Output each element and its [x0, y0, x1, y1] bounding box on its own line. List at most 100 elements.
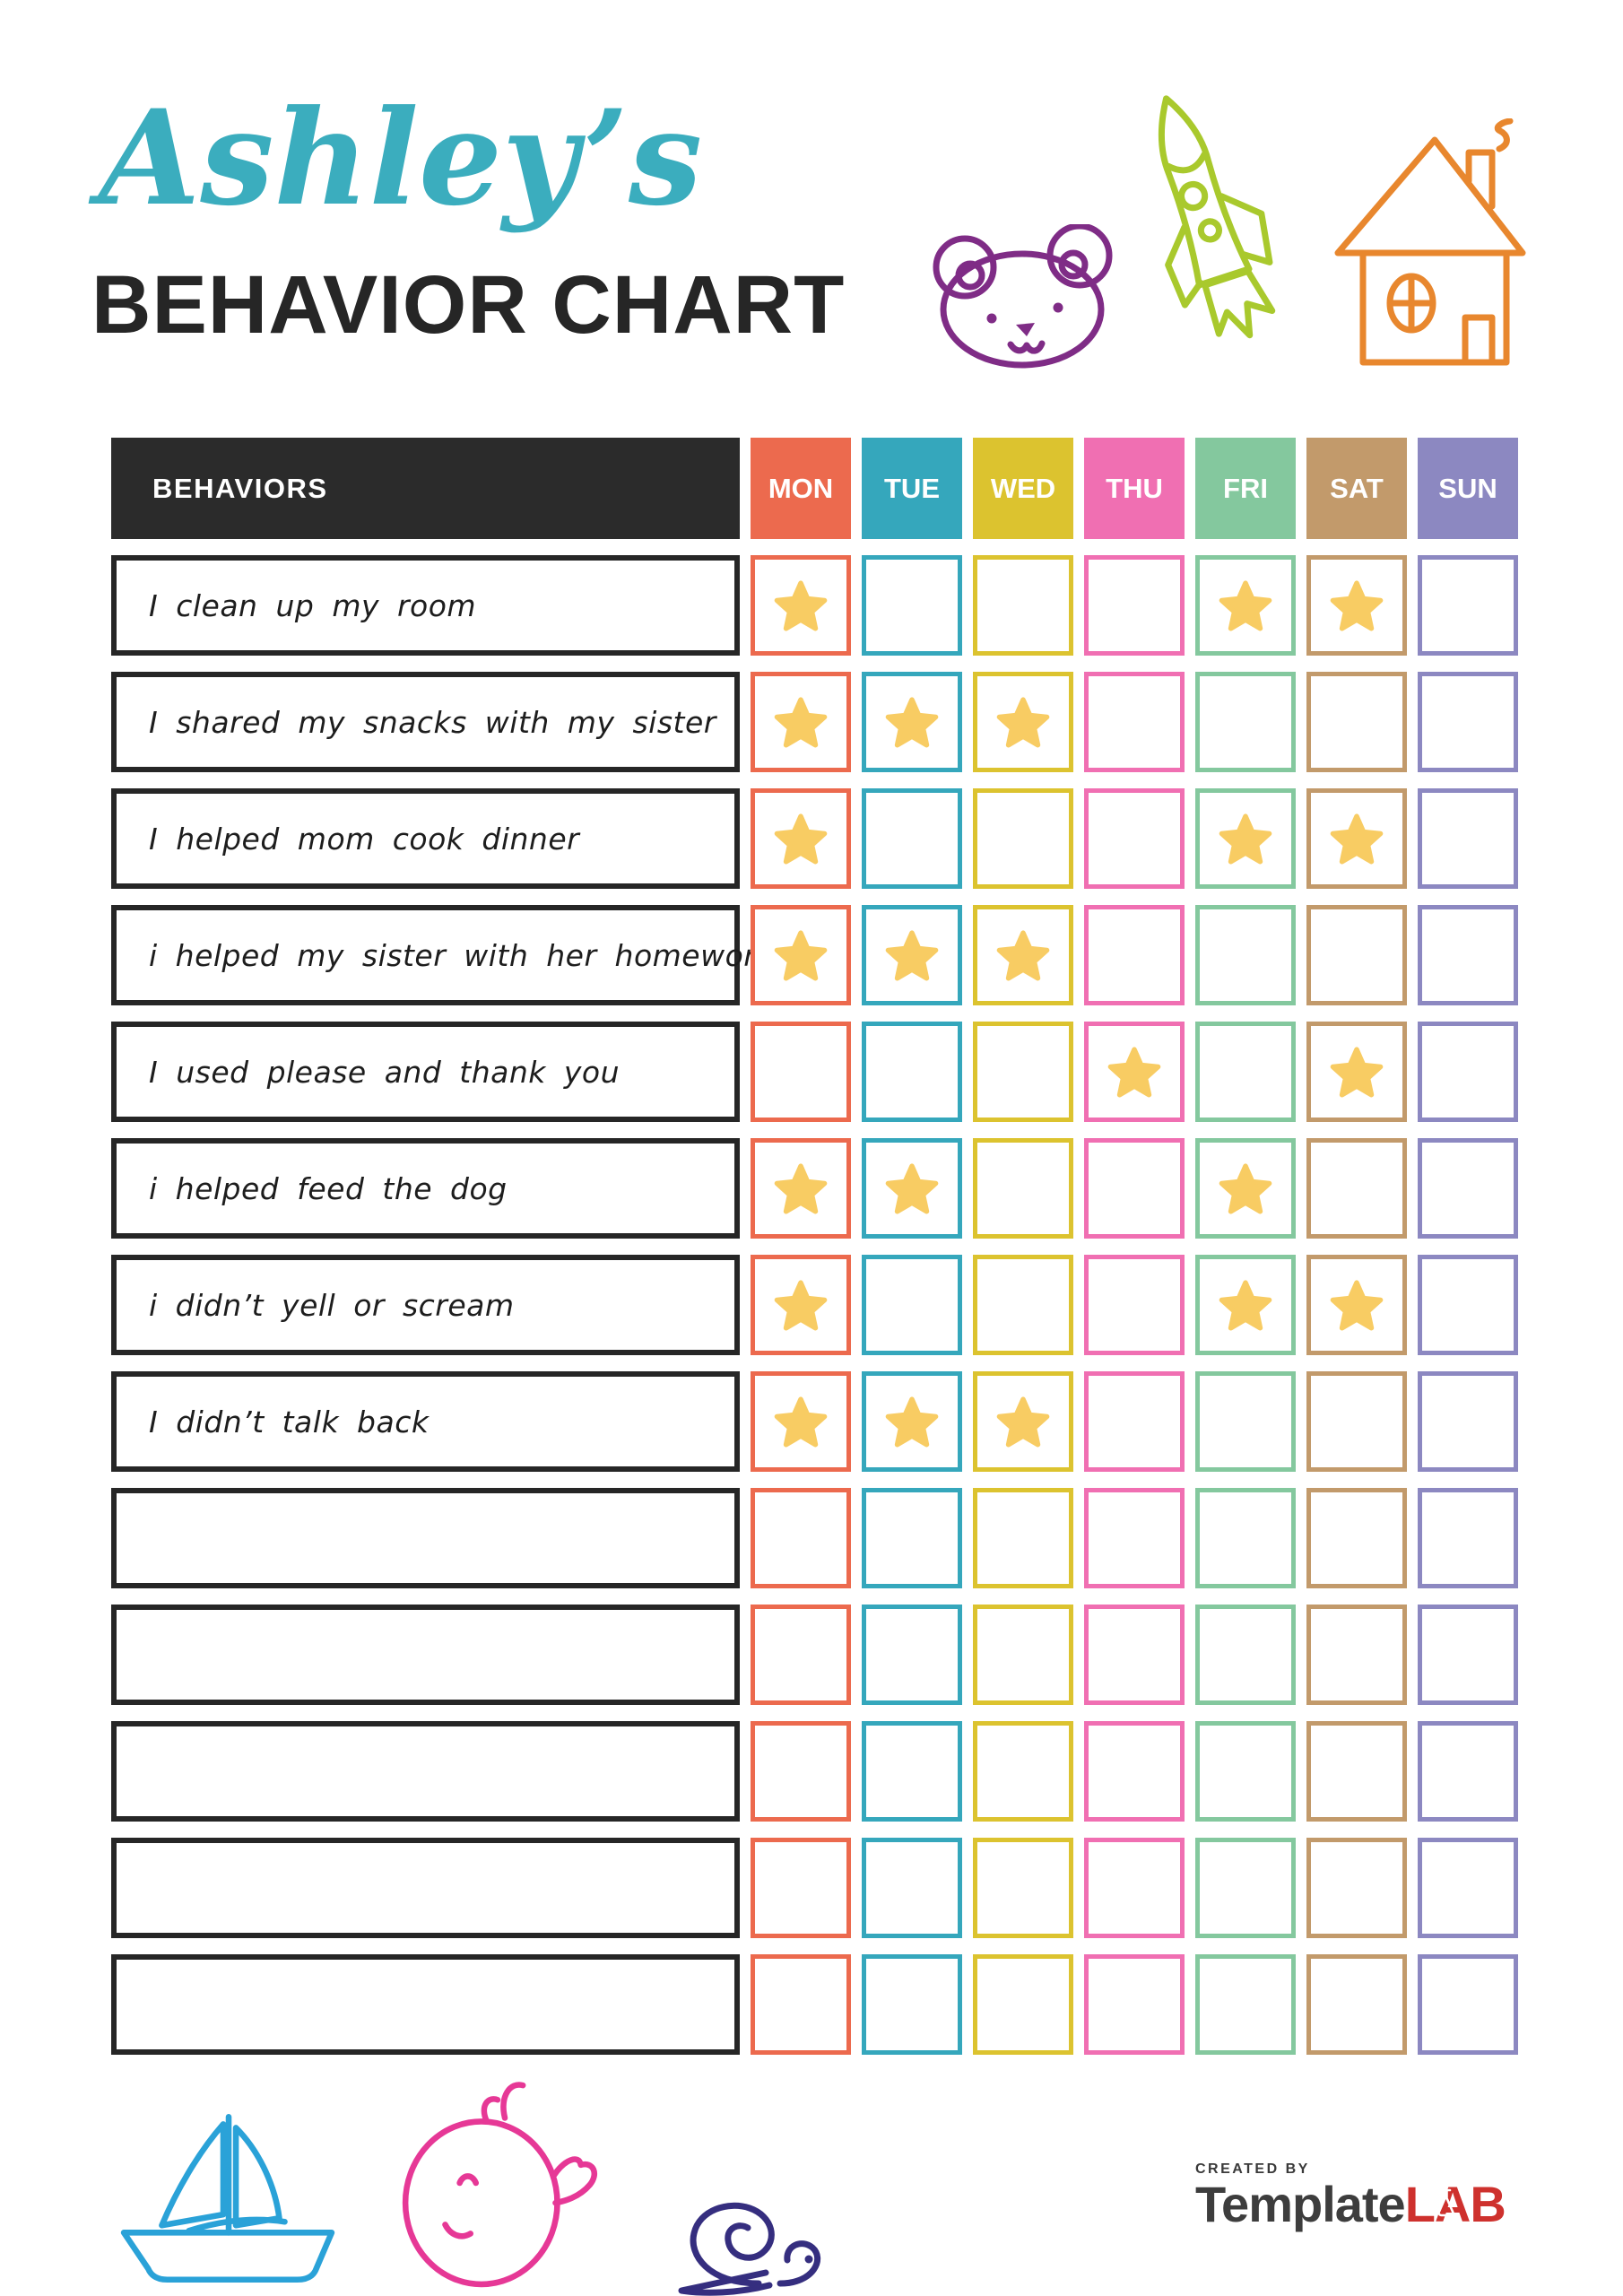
star-icon	[885, 1396, 939, 1448]
brand-lab-text: LAB	[1404, 2176, 1506, 2232]
day-cell-wed-row7	[973, 1255, 1073, 1355]
day-cell-sun-row8	[1418, 1371, 1518, 1472]
day-cell-fri-row6	[1195, 1138, 1296, 1239]
behavior-text: I clean up my room	[149, 587, 477, 623]
day-header-sun: SUN	[1418, 438, 1518, 539]
day-cell-sun-row9	[1418, 1488, 1518, 1588]
day-cell-mon-row11	[751, 1721, 851, 1822]
day-cell-tue-row12	[862, 1838, 962, 1938]
day-cell-mon-row8	[751, 1371, 851, 1472]
star-icon	[996, 697, 1050, 748]
day-cell-fri-row10	[1195, 1605, 1296, 1705]
behavior-cell-row9	[111, 1488, 740, 1588]
day-cell-sat-row10	[1306, 1605, 1407, 1705]
day-cell-fri-row3	[1195, 788, 1296, 889]
day-cell-fri-row7	[1195, 1255, 1296, 1355]
day-cell-fri-row2	[1195, 672, 1296, 772]
star-icon	[774, 1163, 828, 1214]
day-cell-tue-row8	[862, 1371, 962, 1472]
snail-icon	[653, 2178, 861, 2296]
star-icon	[885, 1163, 939, 1214]
star-icon	[774, 697, 828, 748]
star-icon	[885, 697, 939, 748]
day-cell-tue-row4	[862, 905, 962, 1005]
day-cell-sat-row6	[1306, 1138, 1407, 1239]
day-cell-fri-row8	[1195, 1371, 1296, 1472]
behavior-cell-row7: i didn’t yell or scream	[111, 1255, 740, 1355]
house-icon	[1329, 118, 1533, 380]
day-cell-fri-row9	[1195, 1488, 1296, 1588]
day-cell-wed-row1	[973, 555, 1073, 656]
day-cell-sun-row11	[1418, 1721, 1518, 1822]
bear-icon	[925, 224, 1123, 370]
day-cell-sun-row5	[1418, 1022, 1518, 1122]
behavior-cell-row3: I helped mom cook dinner	[111, 788, 740, 889]
behavior-cell-row1: I clean up my room	[111, 555, 740, 656]
behavior-text: I helped mom cook dinner	[149, 821, 580, 857]
star-icon	[1330, 813, 1384, 865]
behavior-cell-row11	[111, 1721, 740, 1822]
day-cell-thu-row8	[1084, 1371, 1185, 1472]
page-title: BEHAVIOR CHART	[91, 259, 846, 351]
day-cell-tue-row7	[862, 1255, 962, 1355]
day-cell-wed-row2	[973, 672, 1073, 772]
day-cell-thu-row7	[1084, 1255, 1185, 1355]
day-cell-sat-row4	[1306, 905, 1407, 1005]
day-header-mon: MON	[751, 438, 851, 539]
star-icon	[774, 813, 828, 865]
star-icon	[1330, 580, 1384, 631]
day-cell-thu-row12	[1084, 1838, 1185, 1938]
child-name-title: Ashley’s	[99, 82, 703, 235]
behavior-cell-row5: I used please and thank you	[111, 1022, 740, 1122]
day-cell-wed-row12	[973, 1838, 1073, 1938]
behavior-cell-row4: i helped my sister with her homework	[111, 905, 773, 1005]
day-cell-sun-row10	[1418, 1605, 1518, 1705]
day-cell-wed-row4	[973, 905, 1073, 1005]
star-icon	[996, 930, 1050, 981]
day-cell-wed-row11	[973, 1721, 1073, 1822]
day-cell-fri-row11	[1195, 1721, 1296, 1822]
day-cell-sat-row8	[1306, 1371, 1407, 1472]
created-by-label: CREATED BY	[1195, 2161, 1310, 2177]
behavior-table: BEHAVIORS MON TUE WED THU FRI SAT SUN I clean up…	[111, 438, 1518, 2055]
day-cell-thu-row3	[1084, 788, 1185, 889]
behavior-cell-row6: i helped feed the dog	[111, 1138, 740, 1239]
day-cell-wed-row3	[973, 788, 1073, 889]
day-cell-thu-row2	[1084, 672, 1185, 772]
day-cell-tue-row9	[862, 1488, 962, 1588]
star-icon	[1219, 1163, 1272, 1214]
day-cell-sun-row4	[1418, 905, 1518, 1005]
day-cell-sat-row9	[1306, 1488, 1407, 1588]
star-icon	[1330, 1047, 1384, 1098]
day-cell-fri-row13	[1195, 1954, 1296, 2055]
day-cell-tue-row11	[862, 1721, 962, 1822]
behavior-text: I used please and thank you	[149, 1054, 620, 1090]
day-header-tue: TUE	[862, 438, 962, 539]
day-cell-wed-row9	[973, 1488, 1073, 1588]
day-cell-thu-row1	[1084, 555, 1185, 656]
star-icon	[1107, 1047, 1161, 1098]
star-icon	[1330, 1280, 1384, 1331]
day-cell-sun-row13	[1418, 1954, 1518, 2055]
flask-icon	[1436, 2188, 1454, 2217]
day-cell-sat-row7	[1306, 1255, 1407, 1355]
day-cell-fri-row4	[1195, 905, 1296, 1005]
behavior-cell-row8: I didn’t talk back	[111, 1371, 740, 1472]
day-cell-fri-row5	[1195, 1022, 1296, 1122]
star-icon	[996, 1396, 1050, 1448]
day-cell-thu-row10	[1084, 1605, 1185, 1705]
credit-block: CREATED BY TemplateLAB	[1195, 2161, 1506, 2231]
day-cell-mon-row4	[751, 905, 851, 1005]
star-icon	[1219, 1280, 1272, 1331]
day-cell-wed-row5	[973, 1022, 1073, 1122]
star-icon	[885, 930, 939, 981]
behavior-text: i didn’t yell or scream	[149, 1287, 515, 1323]
day-cell-mon-row9	[751, 1488, 851, 1588]
day-cell-sun-row7	[1418, 1255, 1518, 1355]
day-cell-mon-row13	[751, 1954, 851, 2055]
day-cell-sun-row1	[1418, 555, 1518, 656]
day-cell-sat-row11	[1306, 1721, 1407, 1822]
behavior-cell-row10	[111, 1605, 740, 1705]
day-cell-sun-row6	[1418, 1138, 1518, 1239]
star-icon	[774, 930, 828, 981]
